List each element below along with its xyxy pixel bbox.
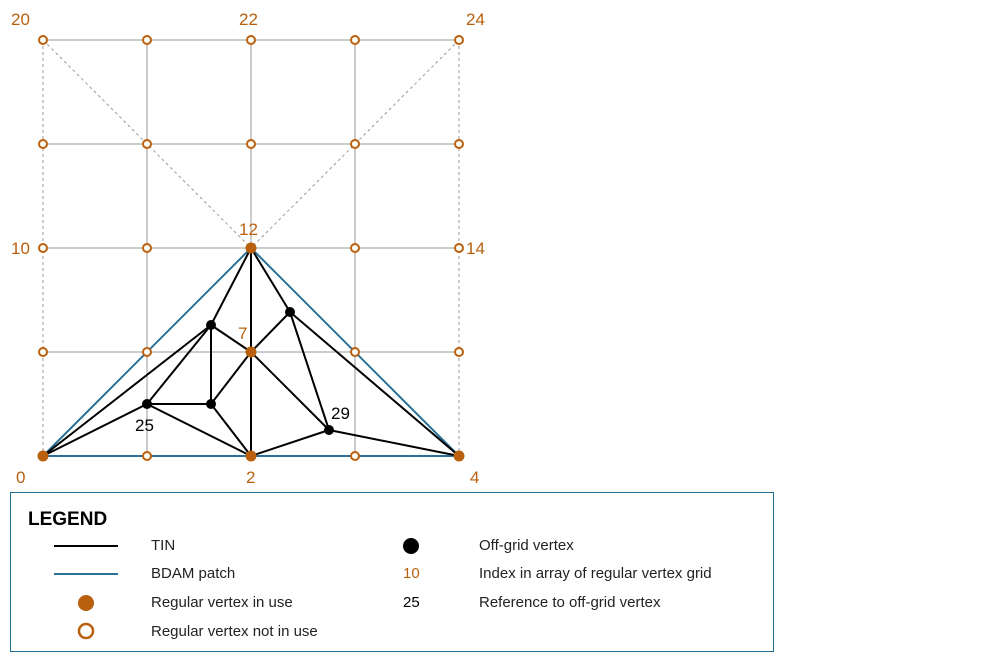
- legend-index-desc: Index in array of regular vertex grid: [479, 565, 712, 582]
- label-10: 10: [11, 239, 30, 258]
- legend-title: LEGEND: [28, 509, 108, 530]
- vertex-4: [453, 450, 465, 462]
- label-24: 24: [466, 10, 485, 29]
- label-0: 0: [16, 468, 25, 487]
- label-25: 25: [135, 416, 154, 435]
- offgrid-vertex-29: [324, 425, 334, 435]
- label-22: 22: [239, 10, 258, 29]
- label-4: 4: [470, 468, 479, 487]
- vertex-0: [37, 450, 49, 462]
- legend-index-sample: 10: [403, 565, 420, 582]
- tin-edges: [42, 247, 460, 457]
- offgrid-vertex-25: [142, 399, 152, 409]
- label-20: 20: [11, 10, 30, 29]
- offgrid-vertex-icon: [403, 538, 419, 554]
- vertex-7: [245, 346, 257, 358]
- grid-boundary-dashed: [42, 39, 460, 456]
- legend-not-in-use: Regular vertex not in use: [151, 623, 318, 640]
- unused-vertices: [38, 35, 464, 461]
- legend-ref-sample: 25: [403, 594, 420, 611]
- legend-bdam: BDAM patch: [151, 565, 236, 582]
- vertex-in-use-icon: [78, 595, 94, 611]
- legend-tin: TIN: [151, 537, 176, 554]
- used-vertices: [37, 242, 465, 462]
- label-2: 2: [246, 468, 255, 487]
- legend-box: LEGEND TIN BDAM patch Regular vertex in …: [10, 492, 774, 652]
- label-12: 12: [239, 220, 258, 239]
- label-7: 7: [238, 324, 247, 343]
- offgrid-vertices: [142, 307, 334, 435]
- vertex-12: [245, 242, 257, 254]
- legend-ref-desc: Reference to off-grid vertex: [479, 594, 661, 611]
- legend-in-use: Regular vertex in use: [151, 594, 293, 611]
- tin-line-icon: [54, 545, 118, 547]
- legend-offgrid: Off-grid vertex: [479, 537, 574, 554]
- label-29: 29: [331, 404, 350, 423]
- vertex-not-in-use-icon: [77, 622, 95, 640]
- bdam-line-icon: [54, 573, 118, 575]
- tin-diagram: 20 22 24 10 12 14 7 0 2 4 25 29: [11, 10, 485, 487]
- label-14: 14: [466, 239, 485, 258]
- vertex-2: [245, 450, 257, 462]
